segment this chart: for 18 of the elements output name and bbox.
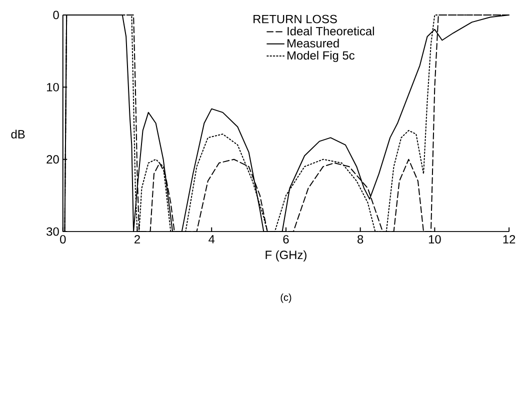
text: (c): [280, 293, 292, 303]
y-tick-label: 30: [46, 227, 59, 236]
x-tick-label: 12: [503, 234, 516, 244]
y-tick-label: 0: [53, 10, 59, 20]
y-axis-title: dB: [11, 130, 25, 138]
x-tick-label: 10: [428, 234, 441, 244]
legend-label: Model Fig 5c: [288, 50, 355, 62]
x-tick-label: 2: [134, 234, 140, 244]
legend-label: Measured: [288, 38, 339, 48]
x-axis-title: F (GHz): [266, 250, 306, 262]
y-tick-label: 10: [47, 82, 59, 92]
legend-title: RETURN LOSS: [254, 14, 337, 24]
y-tick-label: 20: [46, 155, 59, 164]
x-tick-label: 6: [283, 234, 289, 244]
x-tick-label: 4: [208, 234, 215, 244]
x-tick-label: 0: [60, 234, 66, 244]
x-tick-label: 8: [358, 234, 364, 244]
legend-label: Ideal Theoretical: [288, 26, 374, 36]
